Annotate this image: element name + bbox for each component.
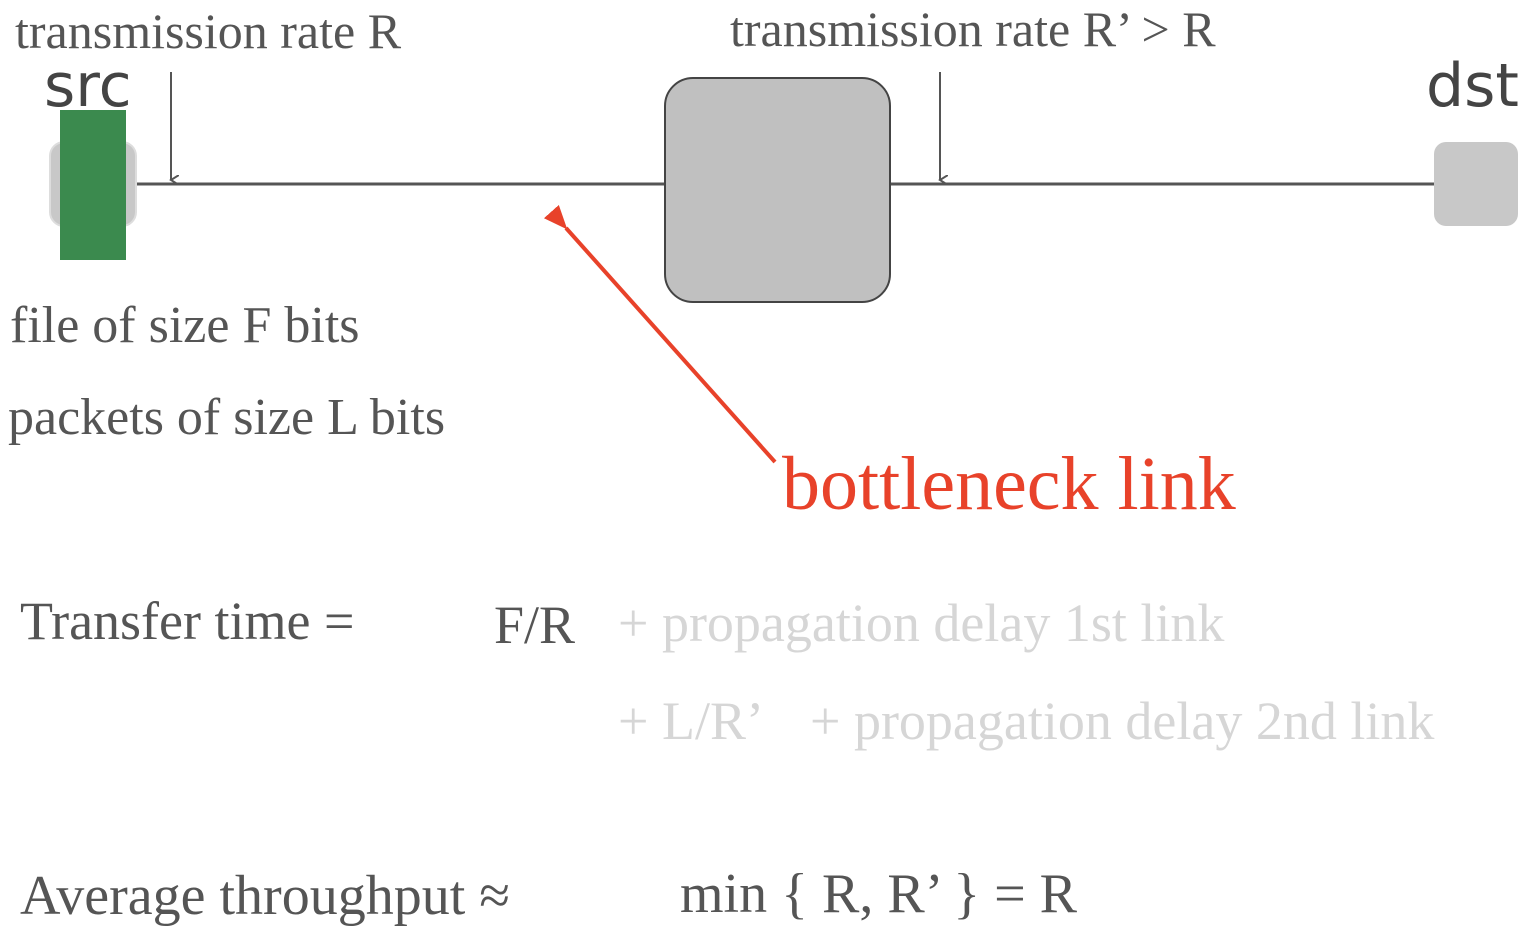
transfer-term-lr: + L/R’	[618, 691, 764, 751]
rate-left-label: transmission rate R	[15, 3, 402, 59]
router-node	[664, 77, 891, 303]
dst-label: dst	[1426, 51, 1519, 121]
packet-size-label: packets of size L bits	[8, 389, 446, 446]
bottleneck-arrow	[543, 204, 777, 464]
throughput-label: Average throughput ≈	[20, 865, 510, 927]
transfer-term-prop2: + propagation delay 2nd link	[810, 691, 1435, 751]
file-size-label: file of size F bits	[10, 297, 360, 354]
transfer-term-prop1: + propagation delay 1st link	[618, 593, 1225, 653]
dst-host	[1434, 142, 1518, 226]
rate-right-label: transmission rate R’ > R	[730, 1, 1216, 57]
transfer-time-label: Transfer time =	[20, 591, 355, 651]
packet-block	[60, 110, 126, 260]
bottleneck-label: bottleneck link	[782, 442, 1236, 526]
throughput-formula: min { R, R’ } = R	[680, 863, 1078, 925]
src-label: src	[44, 51, 132, 121]
transfer-term-main: F/R	[494, 595, 576, 655]
